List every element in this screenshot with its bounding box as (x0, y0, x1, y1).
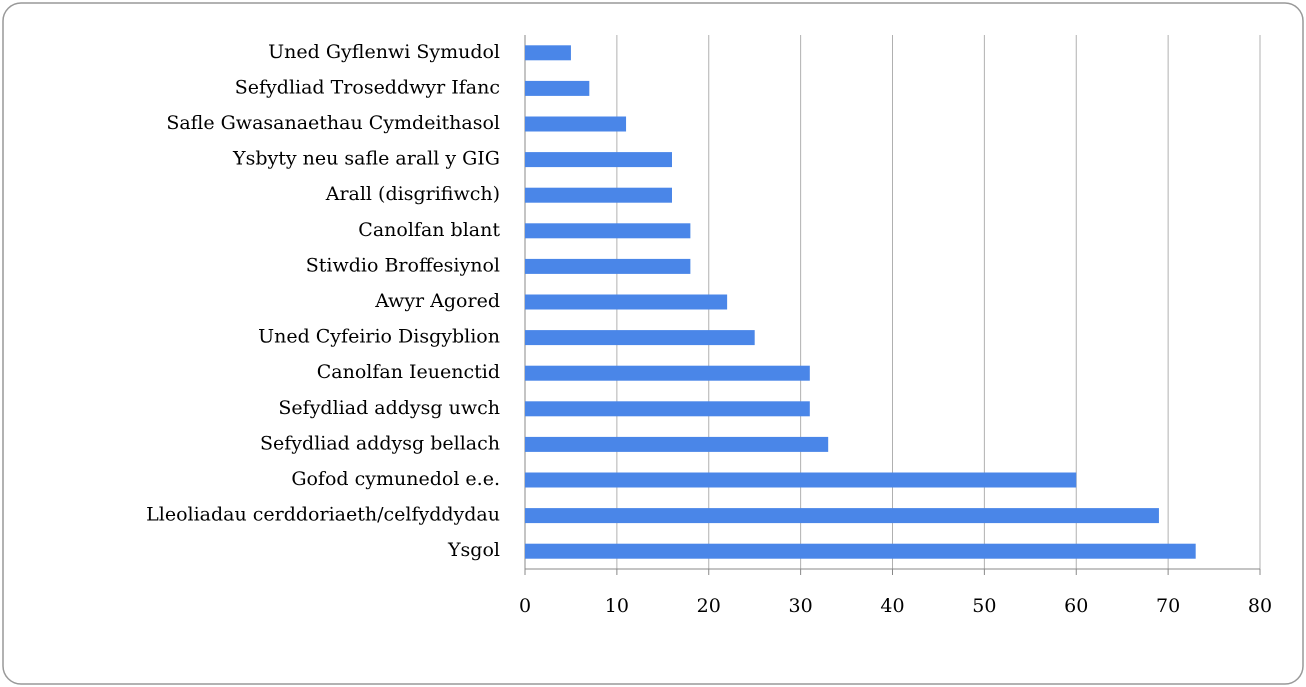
y-tick-label: Lleoliadau cerddoriaeth/celfyddydau (146, 504, 500, 526)
y-tick-label: Gofod cymunedol e.e. (291, 468, 500, 490)
x-tick-label: 20 (697, 595, 721, 617)
bar (525, 330, 755, 346)
y-tick-label: Arall (disgrifiwch) (325, 183, 500, 205)
bar (525, 436, 829, 452)
x-tick-label: 80 (1248, 595, 1272, 617)
y-tick-label: Sefydliad addysg uwch (278, 397, 500, 419)
y-tick-label: Safle Gwasanaethau Cymdeithasol (166, 112, 500, 134)
x-tick-label: 10 (605, 595, 629, 617)
y-tick-label: Ysgol (447, 539, 500, 561)
bar (525, 45, 571, 61)
y-tick-label: Canolfan blant (358, 219, 500, 241)
y-tick-label: Sefydliad addysg bellach (260, 432, 500, 454)
y-tick-label: Uned Cyfeirio Disgyblion (258, 326, 500, 348)
x-tick-label: 30 (789, 595, 813, 617)
bar (525, 223, 691, 239)
y-tick-label: Stiwdio Broffesiynol (306, 254, 500, 276)
bar (525, 258, 691, 274)
y-tick-label: Sefydliad Troseddwyr Ifanc (235, 76, 500, 98)
bar (525, 401, 810, 417)
y-tick-label: Uned Gyflenwi Symudol (268, 41, 500, 63)
bar (525, 187, 672, 203)
x-tick-label: 60 (1064, 595, 1088, 617)
bar (525, 472, 1077, 488)
x-tick-label: 50 (972, 595, 996, 617)
bar (525, 365, 810, 381)
bar (525, 294, 728, 310)
bar (525, 80, 590, 96)
y-tick-label: Canolfan Ieuenctid (317, 361, 500, 383)
bar (525, 543, 1196, 559)
bar (525, 116, 627, 132)
bar (525, 152, 672, 168)
x-tick-label: 0 (519, 595, 531, 617)
bar (525, 508, 1159, 524)
y-tick-label: Awyr Agored (374, 290, 500, 312)
y-tick-label: Ysbyty neu safle arall y GIG (232, 148, 500, 170)
x-tick-label: 40 (880, 595, 904, 617)
x-tick-label: 70 (1156, 595, 1180, 617)
